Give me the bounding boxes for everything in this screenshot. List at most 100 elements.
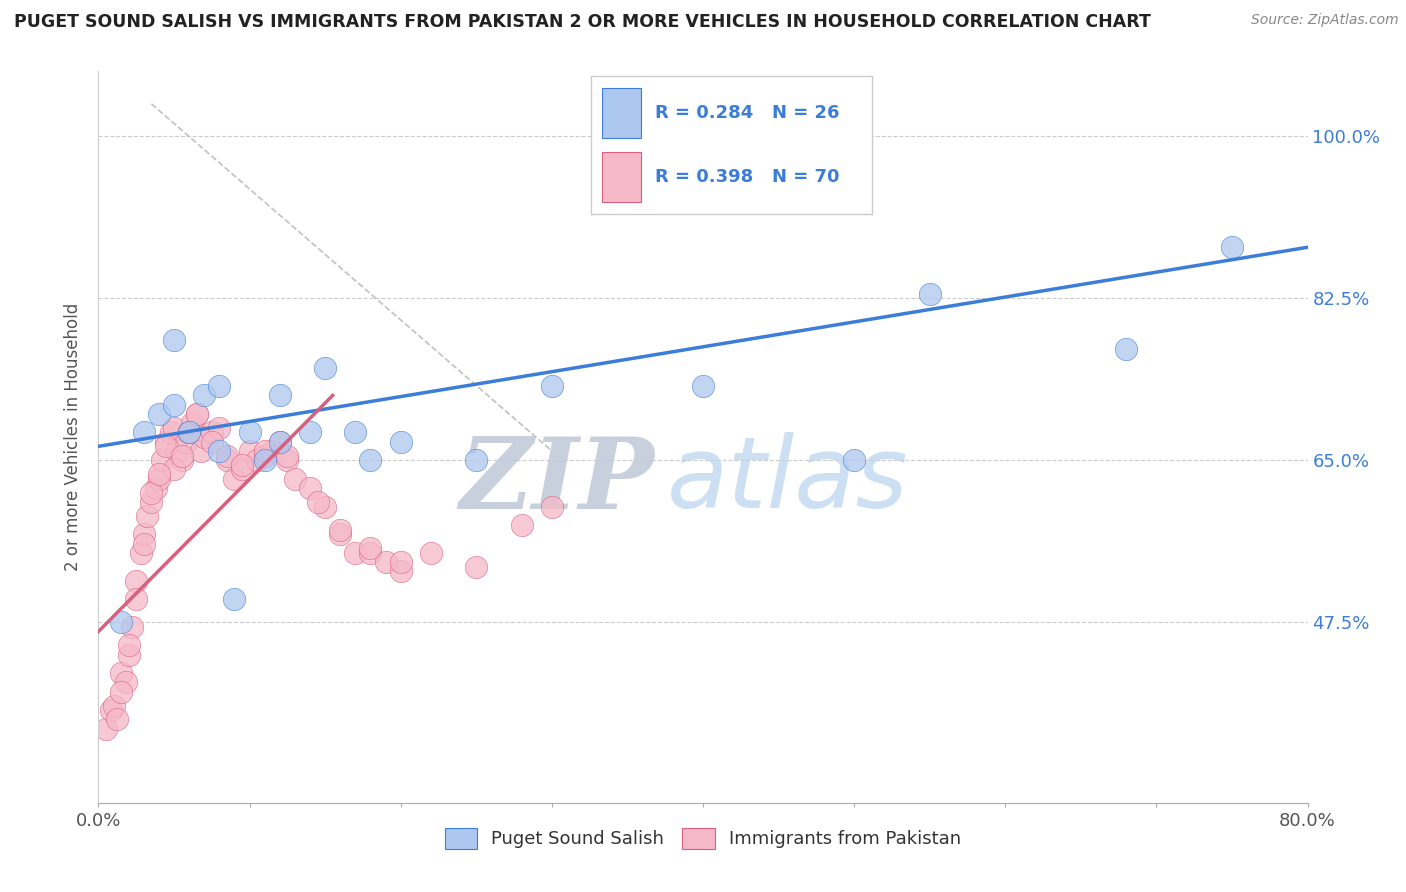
Point (148, 472, 170, 486)
Point (148, 467, 170, 482)
Point (844, 453, 866, 467)
Point (299, 481, 322, 495)
Point (129, 546, 152, 560)
Text: atlas: atlas (666, 433, 908, 530)
Point (103, 698, 125, 713)
Point (389, 555, 412, 569)
Point (540, 379, 562, 393)
Point (374, 555, 396, 569)
Point (360, 546, 382, 560)
Point (179, 425, 201, 440)
Point (186, 407, 208, 421)
Point (215, 449, 238, 463)
Point (208, 444, 231, 458)
Point (540, 500, 562, 514)
Point (110, 684, 132, 698)
Point (100, 703, 122, 717)
Point (201, 425, 224, 440)
Point (174, 434, 197, 449)
Text: Source: ZipAtlas.com: Source: ZipAtlas.com (1251, 13, 1399, 28)
Point (269, 434, 291, 449)
Point (231, 462, 253, 476)
Point (163, 398, 186, 412)
Point (253, 449, 276, 463)
Point (190, 444, 212, 458)
Point (918, 286, 941, 301)
Point (344, 425, 367, 440)
Point (224, 592, 246, 607)
Point (329, 527, 352, 541)
Point (360, 541, 382, 556)
Point (179, 425, 201, 440)
Point (132, 527, 155, 541)
Point (148, 407, 170, 421)
Point (181, 416, 204, 430)
Point (179, 425, 201, 440)
Point (314, 500, 336, 514)
Point (276, 453, 298, 467)
Point (193, 430, 215, 444)
Point (170, 453, 193, 467)
Text: PUGET SOUND SALISH VS IMMIGRANTS FROM PAKISTAN 2 OR MORE VEHICLES IN HOUSEHOLD C: PUGET SOUND SALISH VS IMMIGRANTS FROM PA… (14, 13, 1152, 31)
Point (125, 574, 148, 588)
Point (135, 508, 157, 523)
Point (166, 444, 188, 458)
Point (215, 453, 238, 467)
Point (239, 444, 262, 458)
Point (94, 722, 117, 736)
Point (262, 444, 284, 458)
Point (132, 536, 155, 550)
Y-axis label: 2 or more Vehicles in Household: 2 or more Vehicles in Household (65, 303, 83, 571)
Point (253, 444, 276, 458)
Point (201, 434, 224, 449)
Point (246, 453, 269, 467)
Point (155, 434, 177, 449)
Point (314, 360, 336, 375)
Point (269, 388, 291, 402)
Point (465, 559, 488, 574)
Point (231, 458, 253, 472)
Point (420, 546, 443, 560)
Point (208, 379, 231, 393)
Point (276, 449, 298, 463)
Point (389, 434, 412, 449)
Point (118, 639, 141, 653)
Point (299, 425, 322, 440)
Point (193, 388, 215, 402)
Point (186, 407, 208, 421)
Point (105, 713, 128, 727)
Point (118, 648, 141, 662)
Point (389, 565, 412, 579)
Point (163, 421, 186, 435)
Point (121, 620, 143, 634)
Point (110, 615, 132, 630)
Point (465, 453, 488, 467)
Text: R = 0.398   N = 70: R = 0.398 N = 70 (655, 168, 839, 186)
Point (307, 495, 329, 509)
Point (141, 495, 163, 509)
Point (239, 425, 262, 440)
Point (329, 523, 352, 537)
Point (110, 666, 132, 681)
Point (150, 453, 173, 467)
Point (510, 518, 533, 533)
Text: R = 0.284   N = 26: R = 0.284 N = 26 (655, 104, 839, 122)
Point (163, 462, 186, 476)
Point (155, 439, 177, 453)
Bar (602, 88, 641, 138)
Point (1115, 342, 1137, 356)
Text: ZIP: ZIP (460, 433, 655, 529)
Point (208, 421, 231, 435)
Point (692, 379, 714, 393)
Point (145, 481, 167, 495)
Point (284, 472, 307, 486)
Bar (602, 152, 641, 202)
Point (160, 425, 183, 440)
Point (269, 434, 291, 449)
Legend: Puget Sound Salish, Immigrants from Pakistan: Puget Sound Salish, Immigrants from Paki… (437, 821, 969, 856)
Point (344, 546, 367, 560)
Point (1220, 240, 1243, 254)
Point (141, 485, 163, 500)
Point (114, 675, 136, 690)
Point (125, 592, 148, 607)
